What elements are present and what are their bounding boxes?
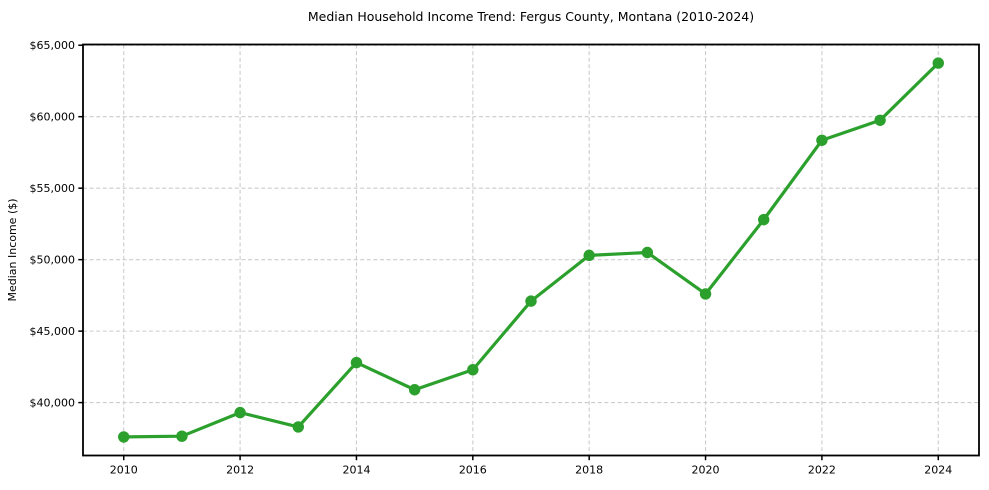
trend-line [122,61,940,439]
x-tick-label: 2012 [226,464,254,477]
y-axis-label: Median Income ($) [6,198,19,301]
x-tick-label: 2010 [110,464,138,477]
data-point [525,295,537,307]
plot-border [82,43,980,457]
data-point [408,384,421,396]
gridlines [83,44,979,456]
y-tick-label: $50,000 [30,253,76,266]
x-tick-label: 2018 [575,464,603,477]
x-tick-label: 2016 [459,464,487,477]
data-point [816,134,828,146]
line-series [118,57,944,443]
axis-ticks [78,44,940,461]
data-point [932,57,944,69]
tick-labels: $40,000 $45,000 $50,000 $55,000 $60,000 $65,0… [30,39,953,476]
x-tick-label: 2024 [924,464,952,477]
y-tick-label: $55,000 [30,182,76,195]
data-point [874,114,886,126]
chart-title: Median Household Income Trend: Fergus Co… [308,9,754,24]
data-point [699,288,712,300]
y-tick-label: $65,000 [30,39,76,52]
data-point [118,431,130,443]
y-tick-label: $60,000 [30,110,76,123]
x-tick-label: 2022 [808,464,836,477]
data-point [350,356,363,369]
data-point [758,213,770,226]
data-point [234,406,246,419]
data-point [292,421,304,433]
data-point [641,246,654,259]
y-tick-label: $45,000 [30,325,76,338]
data-point [583,249,595,262]
data-point [467,364,479,376]
x-tick-label: 2020 [692,464,720,477]
x-tick-label: 2014 [342,464,370,477]
data-point [176,430,188,442]
y-tick-label: $40,000 [30,396,76,409]
plot-frame [82,43,980,457]
